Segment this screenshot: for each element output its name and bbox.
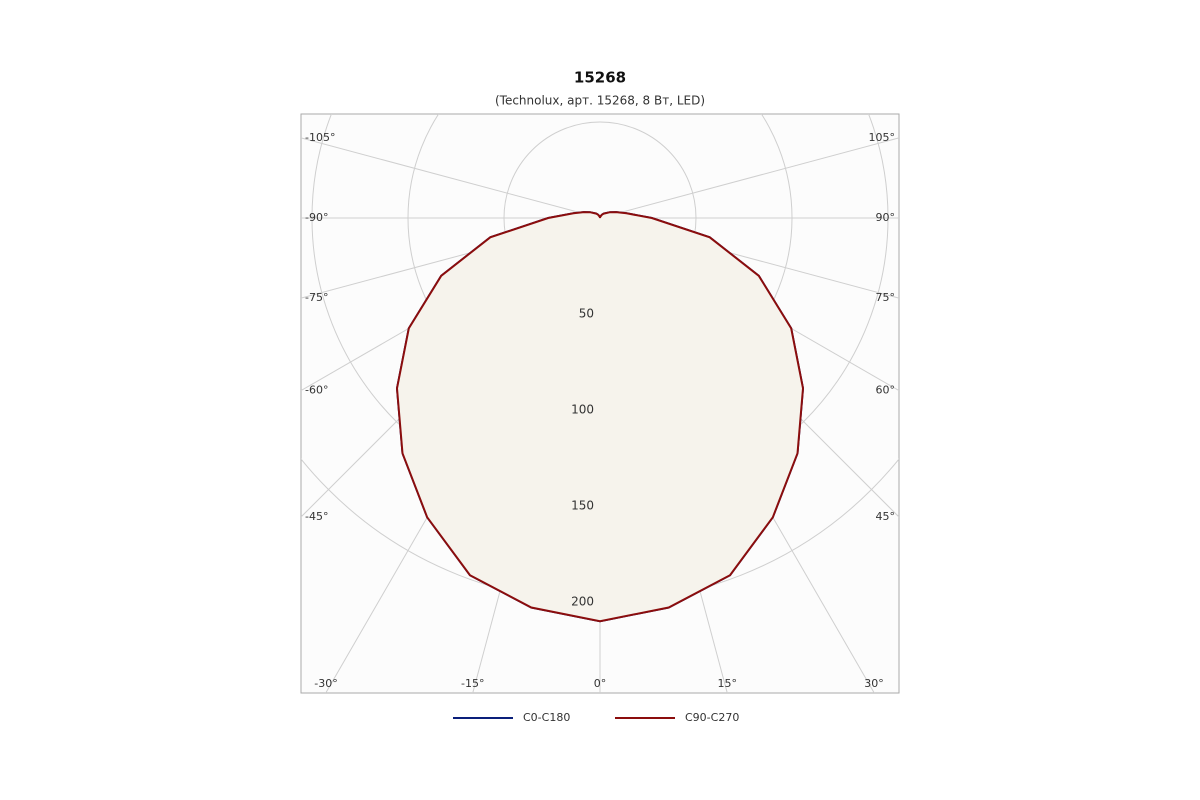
theta-tick-label: -75°	[305, 291, 328, 304]
theta-tick-label: -15°	[461, 677, 484, 690]
theta-tick-label: 60°	[876, 384, 896, 397]
grid-spoke	[301, 137, 601, 219]
labels: -105° -90° -75° -60° -45° -30° -15° 0° 15° 30° 45°…	[305, 131, 895, 690]
legend-label: C0-C180	[523, 711, 570, 724]
legend-label: C90-C270	[685, 711, 739, 724]
chart-subtitle: (Technolux, арт. 15268, 8 Вт, LED)	[495, 94, 705, 108]
r-tick-label: 200	[571, 595, 594, 609]
theta-tick-label: -105°	[305, 131, 335, 144]
data	[395, 211, 805, 623]
theta-tick-label: 75°	[876, 291, 896, 304]
theta-tick-label: 30°	[864, 677, 884, 690]
legend: C0-C180 C90-C270	[453, 711, 739, 724]
theta-tick-label: -90°	[305, 211, 328, 224]
theta-tick-label: 15°	[718, 677, 738, 690]
theta-tick-label: -60°	[305, 384, 328, 397]
r-tick-label: 150	[571, 499, 594, 513]
theta-tick-label: -45°	[305, 510, 328, 523]
r-tick-label: 100	[571, 403, 594, 417]
chart-title: 15268	[574, 69, 626, 87]
theta-tick-label: 105°	[869, 131, 896, 144]
series-curve	[395, 211, 805, 623]
theta-tick-label: 0°	[594, 677, 607, 690]
grid-spoke	[599, 137, 899, 219]
r-tick-label: 50	[579, 307, 594, 321]
theta-tick-label: -30°	[314, 677, 337, 690]
theta-tick-label: 90°	[876, 211, 896, 224]
theta-tick-label: 45°	[876, 510, 896, 523]
